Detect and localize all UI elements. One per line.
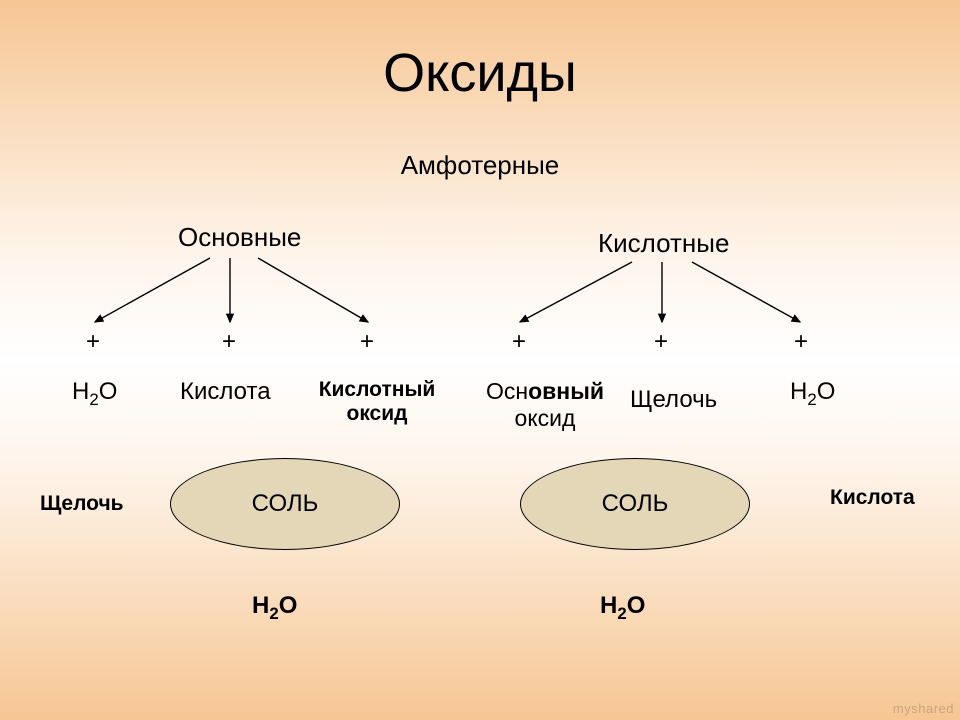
reactant-label: Щелочь	[630, 386, 717, 414]
plus-symbol: +	[794, 328, 808, 356]
plus-symbol: +	[512, 328, 526, 356]
salt-ellipse: СОЛЬ	[520, 458, 750, 550]
reactant-label: Основныйоксид	[480, 378, 610, 432]
reactant-label: Н2О	[72, 378, 117, 410]
side-label-alkali: Щелочь	[40, 492, 124, 516]
side-right-text: Кислота	[830, 486, 915, 509]
side-left-text: Щелочь	[40, 492, 124, 515]
h2o-label: Н2О	[600, 592, 645, 624]
side-label-acid: Кислота	[830, 486, 915, 510]
reactant-label: Кислотныйоксид	[312, 378, 442, 426]
plus-symbol: +	[654, 328, 668, 356]
salt-label: СОЛЬ	[252, 490, 319, 518]
reactant-label: Кислота	[180, 378, 271, 406]
plus-symbol: +	[360, 328, 374, 356]
diagram-content: Оксиды Амфотерные Основные Кислотные +++…	[0, 0, 960, 720]
plus-symbol: +	[86, 328, 100, 356]
salt-label: СОЛЬ	[602, 490, 669, 518]
reactant-label: Н2О	[790, 378, 835, 410]
salt-ellipse: СОЛЬ	[170, 458, 400, 550]
arrows-layer	[0, 0, 960, 720]
h2o-label: Н2О	[252, 592, 297, 624]
plus-symbol: +	[222, 328, 236, 356]
watermark: myshared	[893, 701, 954, 716]
